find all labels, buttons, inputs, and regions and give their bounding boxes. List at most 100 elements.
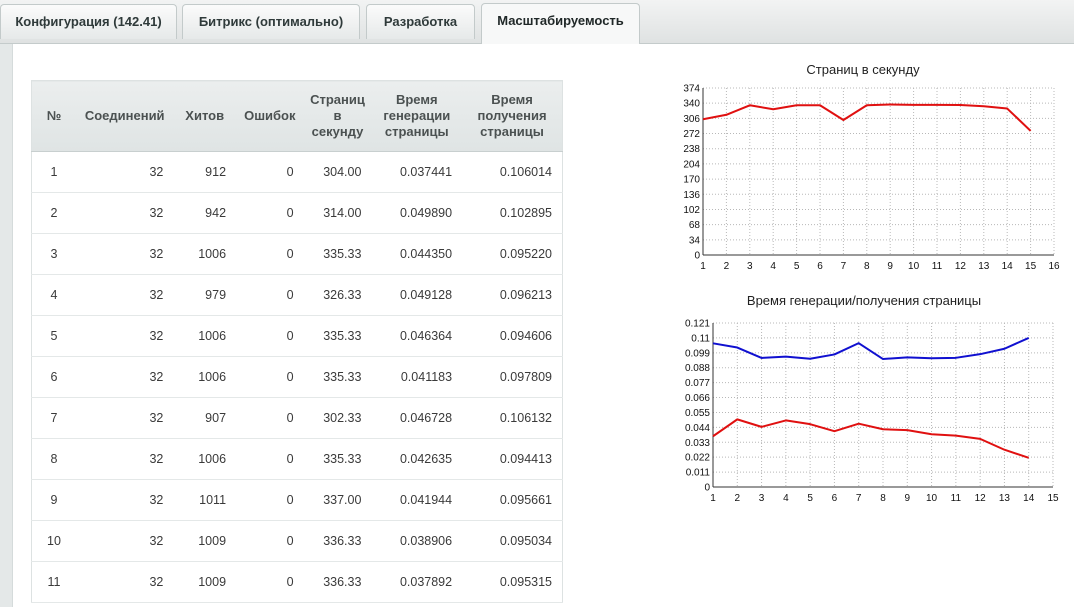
y-tick-label: 0.066 [685, 393, 710, 404]
x-tick-label: 12 [955, 261, 967, 272]
x-tick-label: 5 [794, 261, 800, 272]
x-tick-label: 8 [880, 493, 886, 504]
x-tick-label: 1 [700, 261, 706, 272]
table-cell: 0.095034 [462, 520, 563, 562]
table-cell: 8 [31, 438, 77, 480]
table-cell: 0 [236, 520, 304, 562]
table-cell: 0.044350 [371, 233, 463, 275]
col-header-pages-per-second: Страниц в секунду [303, 80, 372, 152]
table-cell: 0.046728 [371, 397, 463, 439]
x-tick-label: 9 [905, 493, 911, 504]
table-cell: 32 [76, 438, 174, 480]
y-tick-label: 0.11 [691, 333, 710, 344]
y-tick-label: 102 [683, 205, 700, 216]
y-tick-label: 0.044 [685, 423, 710, 434]
table-cell: 0.095220 [462, 233, 563, 275]
x-tick-label: 14 [1002, 261, 1014, 272]
table-cell: 0 [236, 356, 304, 398]
x-tick-label: 1 [710, 493, 716, 504]
table-row: 2 32 942 0 314.00 0.049890 0.102895 [31, 192, 563, 234]
table-cell: 302.33 [303, 397, 372, 439]
chart-title-pages-per-second: Страниц в секунду [806, 62, 920, 77]
table-row: 4 32 979 0 326.33 0.049128 0.096213 [31, 274, 563, 316]
tab-scalability[interactable]: Масштабируемость [481, 3, 640, 44]
table-cell: 0.095315 [462, 561, 563, 603]
x-tick-label: 15 [1025, 261, 1037, 272]
chart-title-generation-receive-time: Время генерации/получения страницы [746, 293, 982, 308]
table-cell: 2 [31, 192, 77, 234]
tab-bar: Конфигурация (142.41) Битрикс (оптимальн… [0, 0, 1074, 44]
y-tick-label: 170 [683, 175, 700, 186]
x-tick-label: 10 [926, 493, 938, 504]
series-line-0 [712, 336, 1030, 361]
table-cell: 1009 [173, 520, 237, 562]
left-strip [0, 44, 12, 607]
table-row: 1 32 912 0 304.00 0.037441 0.106014 [31, 151, 563, 193]
table-cell: 314.00 [303, 192, 372, 234]
table-cell: 336.33 [303, 561, 372, 603]
table-cell: 32 [76, 397, 174, 439]
table-cell: 1006 [173, 356, 237, 398]
tab-configuration[interactable]: Конфигурация (142.41) [0, 4, 177, 39]
table-cell: 0.041183 [371, 356, 463, 398]
tab-development[interactable]: Разработка [366, 4, 475, 39]
table-cell: 335.33 [303, 233, 372, 275]
table-cell: 32 [76, 274, 174, 316]
x-tick-label: 9 [887, 261, 893, 272]
table-cell: 7 [31, 397, 77, 439]
table-row: 9 32 1011 0 337.00 0.041944 0.095661 [31, 479, 563, 521]
results-table: № Соединений Хитов Ошибок Страниц в секу… [31, 80, 563, 603]
table-cell: 32 [76, 151, 174, 193]
table-cell: 0.106014 [462, 151, 563, 193]
table-cell: 0 [236, 233, 304, 275]
table-cell: 912 [173, 151, 237, 193]
tab-bitrix-optimal[interactable]: Битрикс (оптимально) [182, 4, 360, 39]
series-line-0 [702, 103, 1032, 132]
table-cell: 0.037892 [371, 561, 463, 603]
table-cell: 1009 [173, 561, 237, 603]
series-line-1 [712, 418, 1030, 459]
table-cell: 0 [236, 315, 304, 357]
table-row: 10 32 1009 0 336.33 0.038906 0.095034 [31, 520, 563, 562]
table-cell: 0.102895 [462, 192, 563, 234]
table-cell: 32 [76, 315, 174, 357]
table-cell: 11 [31, 561, 77, 603]
table-cell: 3 [31, 233, 77, 275]
table-cell: 0.042635 [371, 438, 463, 480]
table-cell: 336.33 [303, 520, 372, 562]
table-cell: 0 [236, 192, 304, 234]
x-tick-label: 6 [817, 261, 823, 272]
col-header-generation-time: Время генерации страницы [371, 80, 463, 152]
x-tick-label: 10 [908, 261, 920, 272]
y-tick-label: 34 [689, 235, 701, 246]
x-tick-label: 6 [832, 493, 838, 504]
x-tick-label: 11 [932, 261, 943, 272]
table-cell: 304.00 [303, 151, 372, 193]
y-tick-label: 0.055 [685, 408, 710, 419]
tab-label: Конфигурация (142.41) [15, 14, 162, 29]
table-cell: 32 [76, 233, 174, 275]
y-tick-label: 0.033 [685, 438, 710, 449]
table-cell: 942 [173, 192, 237, 234]
y-tick-label: 272 [683, 129, 700, 140]
table-cell: 0.096213 [462, 274, 563, 316]
table-cell: 0.094413 [462, 438, 563, 480]
table-cell: 0.046364 [371, 315, 463, 357]
col-header-number: № [31, 80, 77, 152]
table-row: 8 32 1006 0 335.33 0.042635 0.094413 [31, 438, 563, 480]
table-cell: 335.33 [303, 315, 372, 357]
table-cell: 0 [236, 274, 304, 316]
table-cell: 9 [31, 479, 77, 521]
pages-per-second-chart: 1 2 3 4 5 6 7 8 9 10 11 12 13 14 15 1603468102136170204… [668, 78, 1060, 278]
col-header-hits: Хитов [173, 80, 237, 152]
y-tick-label: 238 [683, 144, 700, 155]
x-tick-label: 3 [759, 493, 765, 504]
table-cell: 4 [31, 274, 77, 316]
y-tick-label: 0.088 [685, 363, 710, 374]
y-tick-label: 0 [694, 251, 700, 262]
y-tick-label: 136 [683, 190, 700, 201]
x-tick-label: 14 [1023, 493, 1035, 504]
table-cell: 0 [236, 479, 304, 521]
table-cell: 0.041944 [371, 479, 463, 521]
y-tick-label: 0 [704, 483, 710, 494]
